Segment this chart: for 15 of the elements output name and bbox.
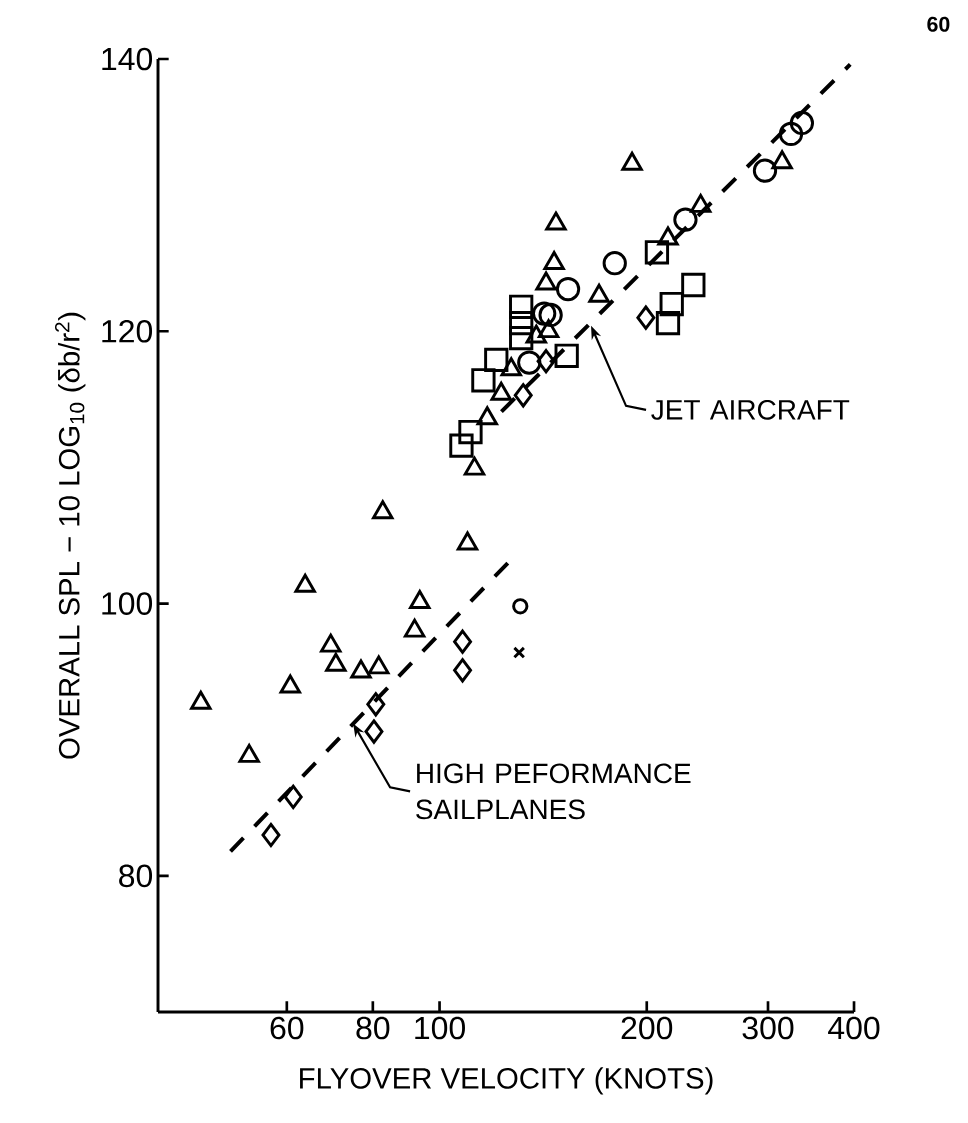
x-tick-label: 60	[270, 1016, 304, 1040]
y-tick-label: 100	[102, 592, 153, 615]
y-axis-title: OVERALL SPL − 10 LOG$_{10}$ (δb/r$^{2}$)	[54, 312, 86, 759]
y-tick-label: 120	[102, 319, 153, 343]
x-tick-label: 100	[415, 1016, 465, 1040]
y-tick-label: 80	[119, 864, 153, 888]
x-axis-title: FLYOVER VELOCITY (KNOTS)	[300, 1067, 713, 1095]
annotation: HIGH PEFORMANCE SAILPLANES	[416, 763, 691, 820]
x-tick-label: 200	[621, 1016, 673, 1040]
x-tick-label: 400	[828, 1016, 880, 1040]
y-tick-label: 140	[102, 47, 153, 71]
x-tick-label: 80	[356, 1016, 390, 1040]
x-tick-label: 300	[742, 1016, 794, 1040]
text: 60	[927, 16, 950, 32]
annotation: JET AIRCRAFT	[651, 399, 850, 420]
